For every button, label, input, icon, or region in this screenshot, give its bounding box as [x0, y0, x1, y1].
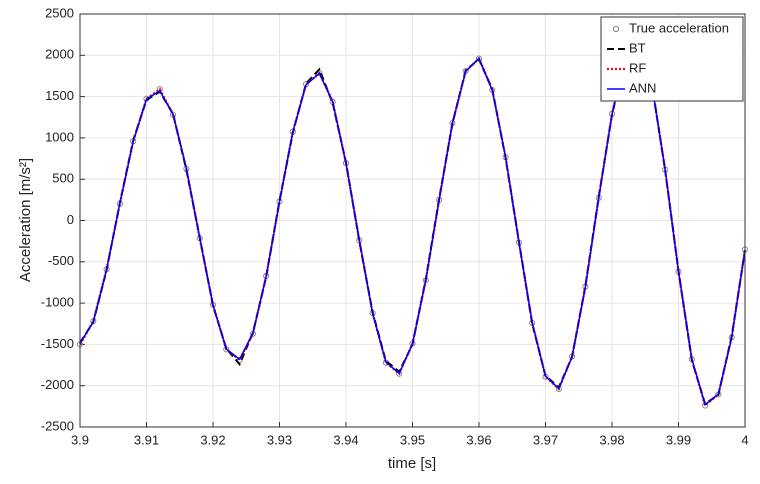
- x-tick-label: 4: [741, 432, 748, 447]
- x-axis-label: time [s]: [388, 455, 436, 472]
- y-tick-label: -2500: [41, 418, 74, 433]
- x-tick-label: 3.93: [267, 432, 292, 447]
- legend-label: True acceleration: [629, 20, 729, 35]
- x-tick-label: 3.96: [466, 432, 491, 447]
- x-tick-label: 3.95: [400, 432, 425, 447]
- x-tick-label: 3.94: [333, 432, 358, 447]
- legend-label: RF: [629, 60, 646, 75]
- x-tick-label: 3.98: [599, 432, 624, 447]
- y-tick-label: -1500: [41, 336, 74, 351]
- y-tick-label: 2000: [45, 47, 74, 62]
- y-axis-label: Acceleration [m/s²]: [17, 158, 34, 282]
- y-tick-label: 1500: [45, 88, 74, 103]
- legend-label: ANN: [629, 80, 656, 95]
- x-tick-label: 3.9: [71, 432, 89, 447]
- y-tick-label: 500: [52, 171, 74, 186]
- y-tick-label: -1000: [41, 295, 74, 310]
- y-tick-label: -2000: [41, 377, 74, 392]
- legend-box: [600, 16, 744, 102]
- y-tick-label: 0: [67, 212, 74, 227]
- x-tick-label: 3.99: [666, 432, 691, 447]
- y-tick-label: 2500: [45, 5, 74, 20]
- x-tick-label: 3.91: [134, 432, 159, 447]
- y-tick-label: -500: [48, 253, 74, 268]
- y-tick-label: 1000: [45, 129, 74, 144]
- plot-frame: [79, 13, 746, 428]
- x-tick-label: 3.97: [533, 432, 558, 447]
- legend-marker: [612, 25, 620, 33]
- x-tick-label: 3.92: [200, 432, 225, 447]
- legend-label: BT: [629, 40, 646, 55]
